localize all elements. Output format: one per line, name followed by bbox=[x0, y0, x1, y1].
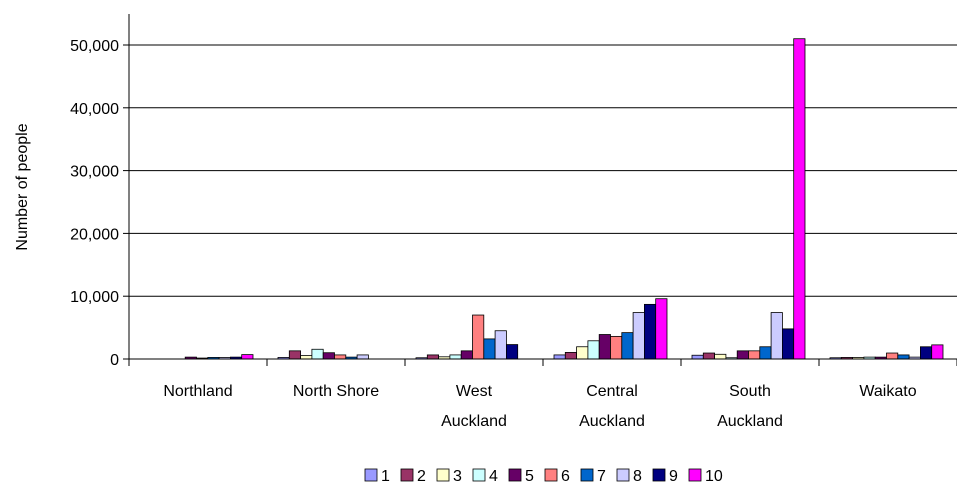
y-tick-labels: 0 10,000 20,000 30,000 40,000 50,000 bbox=[70, 38, 119, 369]
bar-5-3 bbox=[598, 334, 611, 360]
bar-9-4 bbox=[782, 328, 795, 360]
y-axis-title: Number of people bbox=[14, 123, 31, 250]
legend-label-7: 7 bbox=[597, 468, 606, 485]
y-tick-label: 0 bbox=[110, 352, 119, 369]
legend-label-1: 1 bbox=[381, 468, 390, 485]
legend-label-6: 6 bbox=[561, 468, 570, 485]
legend-swatch-9 bbox=[652, 468, 666, 482]
bar-1-4 bbox=[691, 354, 704, 360]
bar-6-2 bbox=[472, 314, 485, 360]
bar-9-3 bbox=[644, 303, 657, 360]
legend-label-3: 3 bbox=[453, 468, 462, 485]
category-label: North Shore bbox=[293, 383, 379, 400]
bar-10-5 bbox=[931, 344, 944, 360]
bar-5-4 bbox=[736, 350, 749, 360]
category-labels: Northland North Shore West Auckland Central A… bbox=[163, 383, 916, 430]
category-label: Central Auckland bbox=[579, 383, 645, 430]
bar-2-1 bbox=[288, 350, 301, 360]
legend-label-9: 9 bbox=[669, 468, 678, 485]
bar-6-1 bbox=[334, 354, 347, 360]
bar-9-5 bbox=[920, 346, 933, 360]
gridlines bbox=[129, 44, 957, 297]
bar-2-3 bbox=[564, 352, 577, 360]
bar-7-5 bbox=[897, 354, 910, 360]
bar-10-3 bbox=[655, 298, 668, 360]
category-label: Northland bbox=[163, 383, 232, 400]
bar-5-2 bbox=[460, 350, 473, 360]
bar-3-3 bbox=[576, 346, 589, 360]
bars bbox=[184, 38, 944, 360]
category-label: West Auckland bbox=[441, 383, 507, 430]
legend-label-4: 4 bbox=[489, 468, 498, 485]
y-tick-label: 50,000 bbox=[70, 38, 119, 55]
bar-10-0 bbox=[241, 354, 254, 360]
legend-label-2: 2 bbox=[417, 468, 426, 485]
legend-swatch-10 bbox=[688, 468, 702, 482]
y-tick-label: 30,000 bbox=[70, 164, 119, 181]
bar-4-2 bbox=[449, 354, 462, 360]
bar-5-1 bbox=[322, 352, 335, 360]
bar-8-1 bbox=[356, 354, 369, 360]
legend-swatch-3 bbox=[436, 468, 450, 482]
y-tick-label: 10,000 bbox=[70, 289, 119, 306]
bar-4-3 bbox=[587, 340, 600, 360]
legend-swatch-2 bbox=[400, 468, 414, 482]
bar-1-3 bbox=[553, 354, 566, 360]
bar-3-4 bbox=[714, 353, 727, 360]
category-label: Waikato bbox=[859, 383, 916, 400]
bar-6-3 bbox=[610, 335, 623, 360]
bar-10-4 bbox=[793, 38, 806, 360]
bar-6-5 bbox=[886, 352, 899, 360]
bar-4-1 bbox=[311, 348, 324, 360]
legend-swatch-5 bbox=[508, 468, 522, 482]
legend-swatch-6 bbox=[544, 468, 558, 482]
legend-swatch-7 bbox=[580, 468, 594, 482]
category-label: South Auckland bbox=[717, 383, 783, 430]
legend-label-5: 5 bbox=[525, 468, 534, 485]
bar-8-2 bbox=[494, 330, 507, 360]
bar-3-1 bbox=[300, 355, 313, 360]
bar-8-4 bbox=[770, 312, 783, 360]
y-tick-label: 20,000 bbox=[70, 226, 119, 243]
legend-label-8: 8 bbox=[633, 468, 642, 485]
bar-2-4 bbox=[702, 352, 715, 360]
bar-8-3 bbox=[632, 312, 645, 360]
legend-label-10: 10 bbox=[705, 468, 723, 485]
bar-6-4 bbox=[748, 350, 761, 360]
axes bbox=[123, 14, 957, 366]
bar-2-2 bbox=[426, 354, 439, 360]
y-tick-label: 40,000 bbox=[70, 101, 119, 118]
bar-7-2 bbox=[483, 338, 496, 360]
bar-7-3 bbox=[621, 332, 634, 360]
legend: 1 2 3 4 5 6 7 8 9 10 bbox=[364, 468, 723, 485]
legend-swatch-4 bbox=[472, 468, 486, 482]
legend-swatch-1 bbox=[364, 468, 378, 482]
legend-swatch-8 bbox=[616, 468, 630, 482]
bar-7-4 bbox=[759, 346, 772, 360]
bar-9-2 bbox=[505, 344, 519, 360]
